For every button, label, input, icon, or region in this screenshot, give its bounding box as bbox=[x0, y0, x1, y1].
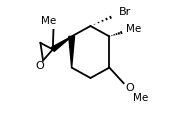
Polygon shape bbox=[51, 36, 72, 51]
Text: Me: Me bbox=[41, 16, 56, 26]
Text: O: O bbox=[126, 83, 134, 93]
Text: Me: Me bbox=[126, 24, 141, 34]
Polygon shape bbox=[69, 36, 75, 68]
Text: Me: Me bbox=[133, 93, 148, 103]
Text: O: O bbox=[35, 61, 44, 71]
Text: Br: Br bbox=[119, 7, 131, 17]
